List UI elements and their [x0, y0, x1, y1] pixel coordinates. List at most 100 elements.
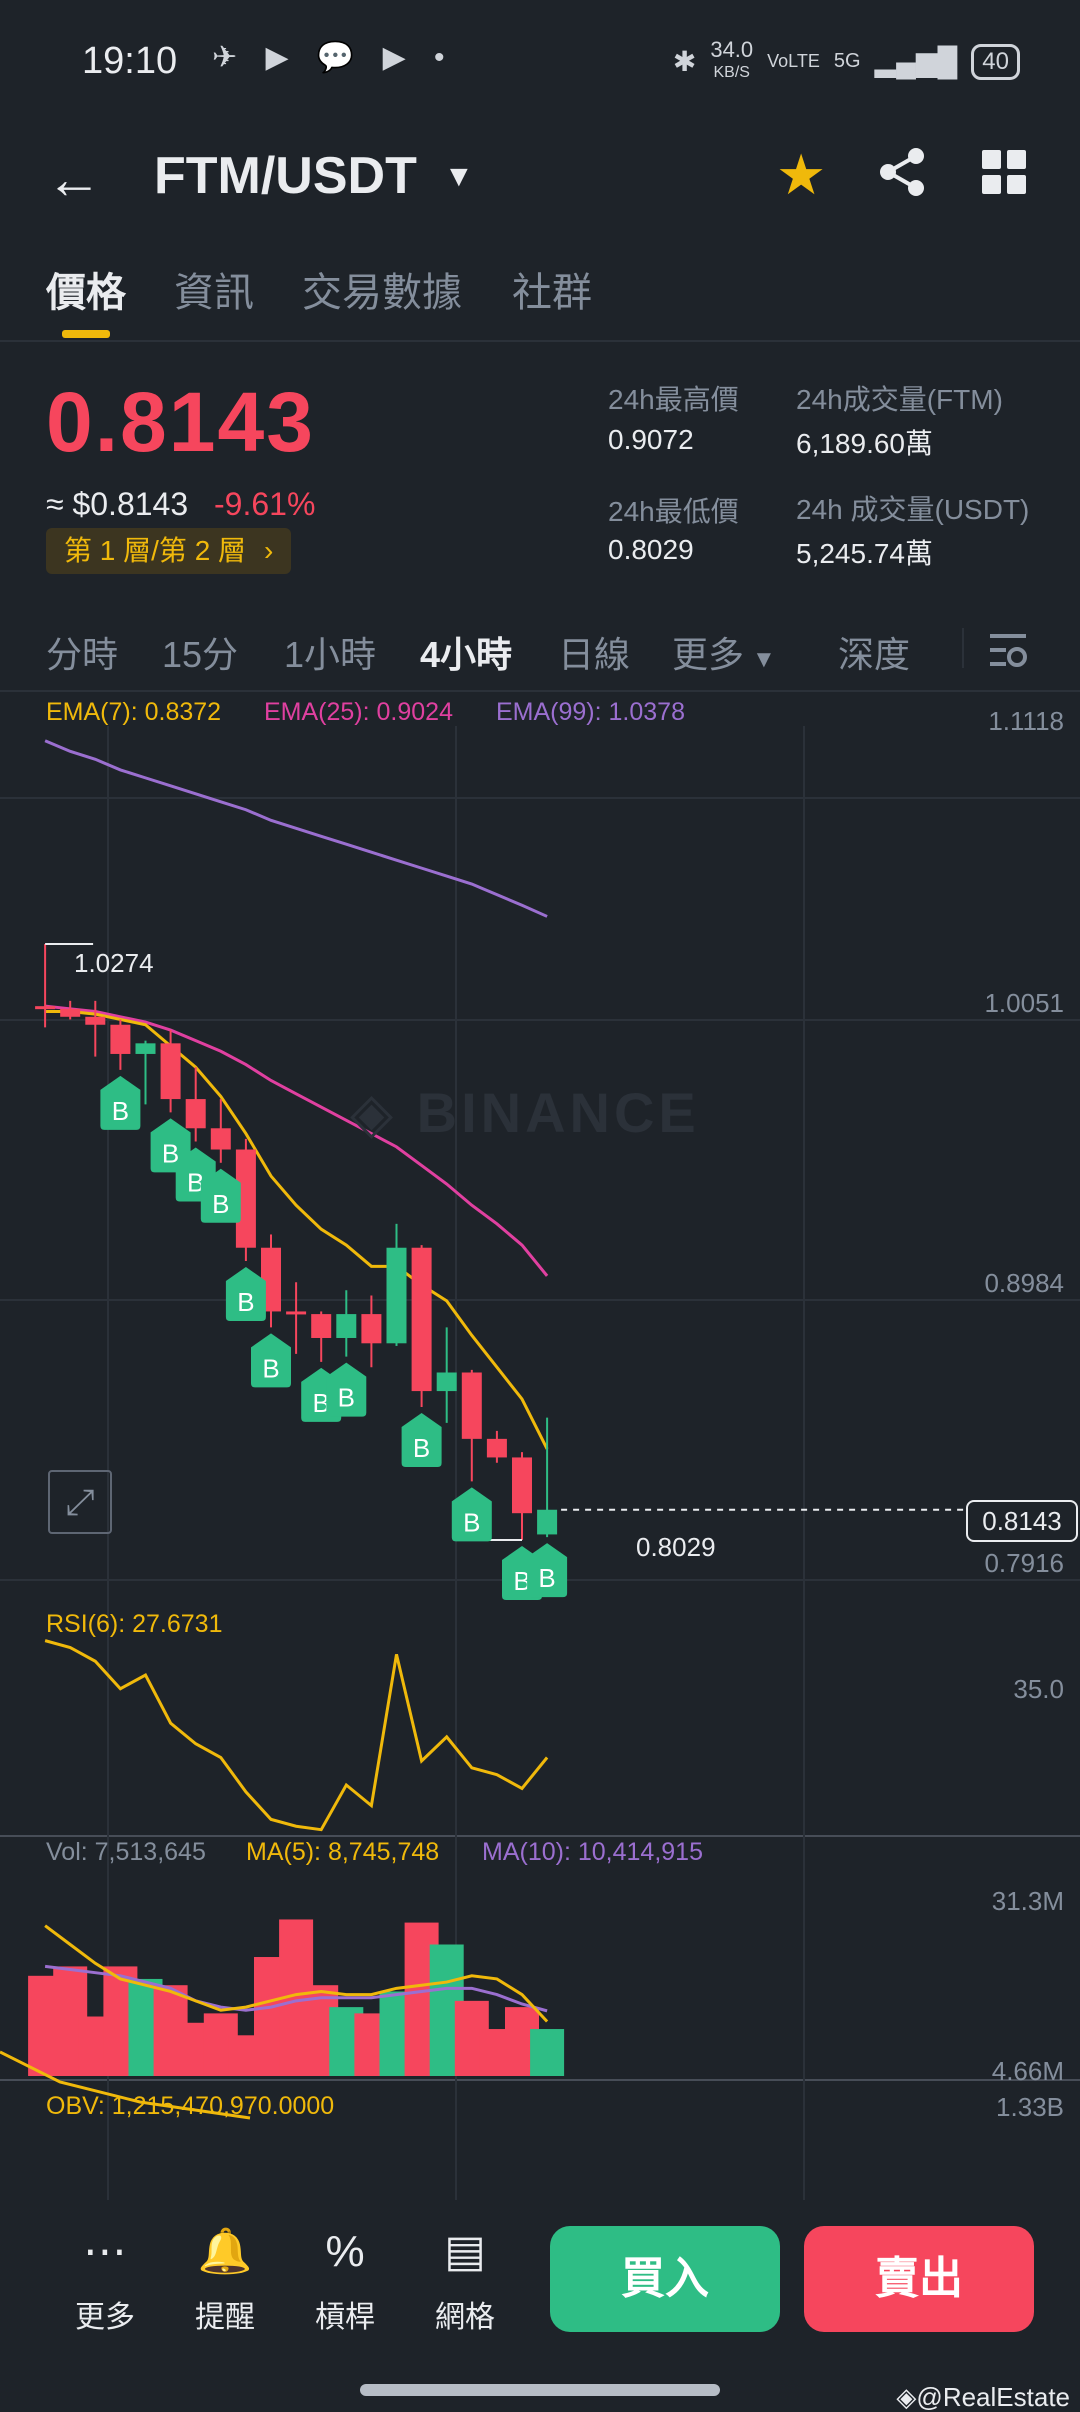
buy-marker-text: B: [262, 1353, 279, 1383]
leverage-button[interactable]: % 槓桿: [300, 2224, 390, 2336]
buy-marker: [326, 1362, 367, 1417]
bottom-bar: ⋯ 更多 🔔 提醒 % 槓桿 ▤ 網格 買入 賣出 ◈@RealEstate: [0, 2200, 1080, 2412]
vol-ma5-label: MA(5): 8,745,748: [246, 1838, 440, 1866]
leverage-label: 槓桿: [315, 2301, 375, 2334]
ema7-line: [45, 1009, 549, 1450]
buy-marker: [451, 1487, 492, 1542]
candle-body: [85, 1016, 106, 1025]
notification-icons: ✈ ▶ 💬 ▶ •: [212, 40, 455, 75]
grid-icon[interactable]: [982, 150, 1026, 194]
alert-label: 提醒: [195, 2301, 255, 2334]
current-price-tag: 0.8143: [966, 1500, 1078, 1542]
line-icon: 💬: [316, 41, 365, 74]
credit-watermark: ◈@RealEstate: [896, 2382, 1070, 2412]
tab-indicator: [62, 330, 110, 338]
star-icon[interactable]: ★: [776, 143, 827, 206]
back-arrow-icon[interactable]: ←: [46, 147, 102, 210]
tab-price[interactable]: 價格: [46, 271, 126, 315]
main-tabs: 價格 資訊 交易數據 社群: [0, 250, 1080, 342]
rsi-line: [44, 1639, 549, 1832]
candle-body: [35, 1006, 56, 1010]
home-indicator[interactable]: [360, 2384, 720, 2396]
pair-title[interactable]: FTM/USDT: [154, 147, 417, 205]
net-speed: 34.0: [710, 37, 754, 62]
volte-label: VoLTE: [767, 51, 820, 71]
high-value: 0.9072: [608, 424, 694, 455]
vol-base-value: 6,189.60萬: [796, 428, 933, 459]
buy-marker-text: B: [338, 1383, 355, 1413]
vol-label: Vol: 7,513,645: [46, 1838, 206, 1866]
buy-marker-text: B: [237, 1287, 254, 1317]
candle-body: [261, 1247, 281, 1312]
buy-marker: [200, 1168, 241, 1223]
layer-badge[interactable]: 第 1 層/第 2 層 ›: [46, 528, 292, 574]
rsi-label: RSI(6): 27.6731: [46, 1610, 223, 1638]
buy-marker: [401, 1413, 442, 1468]
interval-more[interactable]: 更多 ▼: [672, 626, 776, 678]
tab-info[interactable]: 資訊: [174, 271, 254, 315]
buy-marker-text: B: [212, 1189, 229, 1219]
grid-label: 網格: [435, 2301, 495, 2334]
bluetooth-icon: ✱: [672, 46, 697, 77]
price-change: -9.61%: [214, 486, 316, 522]
chevron-right-icon: ›: [264, 535, 274, 566]
chart-settings-icon[interactable]: [988, 630, 1028, 670]
sell-button[interactable]: 賣出: [804, 2226, 1034, 2332]
candle-body: [110, 1024, 131, 1054]
price-axis-label: 0.7916: [984, 1548, 1064, 1578]
tab-community[interactable]: 社群: [512, 271, 592, 315]
buy-marker: [100, 1075, 141, 1130]
binance-watermark: ◈ BINANCE: [350, 1080, 700, 1146]
candle-body: [486, 1438, 507, 1458]
buy-marker-text: B: [463, 1507, 480, 1537]
credit-text: @RealEstate: [916, 2382, 1070, 2412]
candle-body: [235, 1149, 256, 1248]
tab-trading-data[interactable]: 交易數據: [302, 271, 462, 315]
buy-marker-text: B: [513, 1566, 530, 1596]
layer-label: 第 1 層/第 2 層: [64, 535, 247, 566]
dropdown-caret-icon[interactable]: ▼: [444, 160, 474, 193]
grid-trading-button[interactable]: ▤ 網格: [420, 2224, 510, 2336]
candle-body: [411, 1247, 432, 1392]
candle-body: [60, 1008, 81, 1017]
vol-axis-label: 31.3M: [991, 1886, 1064, 1916]
interval-depth[interactable]: 深度: [838, 634, 911, 675]
telegram-icon: ✈: [212, 41, 248, 74]
signal-label: 5G: [833, 50, 861, 72]
candle-body: [286, 1311, 307, 1315]
obv-line: [0, 2050, 251, 2120]
candle-body: [512, 1457, 532, 1514]
more-dots-icon: ⋯: [83, 2227, 127, 2276]
alert-button[interactable]: 🔔 提醒: [180, 2224, 270, 2336]
more-button[interactable]: ⋯ 更多: [60, 2224, 150, 2336]
binance-watermark-text: BINANCE: [416, 1081, 700, 1144]
obv-axis-label: 1.33B: [996, 2092, 1064, 2122]
more-label: 更多: [75, 2301, 135, 2334]
share-icon[interactable]: [872, 142, 932, 202]
interval-divider: [962, 628, 964, 668]
expand-icon[interactable]: ⤢: [48, 1470, 112, 1534]
candle-body: [185, 1099, 206, 1129]
vol-base-label: 24h成交量(FTM): [796, 384, 1003, 415]
ema25-line: [44, 1004, 549, 1277]
ema25-label: EMA(25): 0.9024: [264, 698, 453, 726]
battery-indicator: 40: [971, 43, 1020, 80]
net-unit: KB/S: [713, 64, 750, 81]
signal-bars-icon: ▂▄▆█: [874, 46, 958, 77]
vol-ma10-line: [44, 1964, 548, 2013]
interval-1h[interactable]: 1小時: [284, 634, 377, 675]
ema7-label: EMA(7): 0.8372: [46, 698, 222, 726]
price-axis-label: 1.0051: [984, 988, 1064, 1018]
interval-4h[interactable]: 4小時: [420, 634, 513, 675]
buy-button[interactable]: 買入: [550, 2226, 780, 2332]
buy-marker: [527, 1543, 568, 1598]
low-label: 24h最低價: [608, 496, 739, 527]
low-marker-label: 0.8029: [636, 1532, 716, 1562]
interval-day[interactable]: 日線: [558, 634, 631, 675]
candle-body: [461, 1372, 482, 1439]
buy-marker-text: B: [112, 1096, 129, 1126]
interval-time[interactable]: 分時: [46, 634, 119, 675]
interval-15m[interactable]: 15分: [162, 634, 239, 675]
